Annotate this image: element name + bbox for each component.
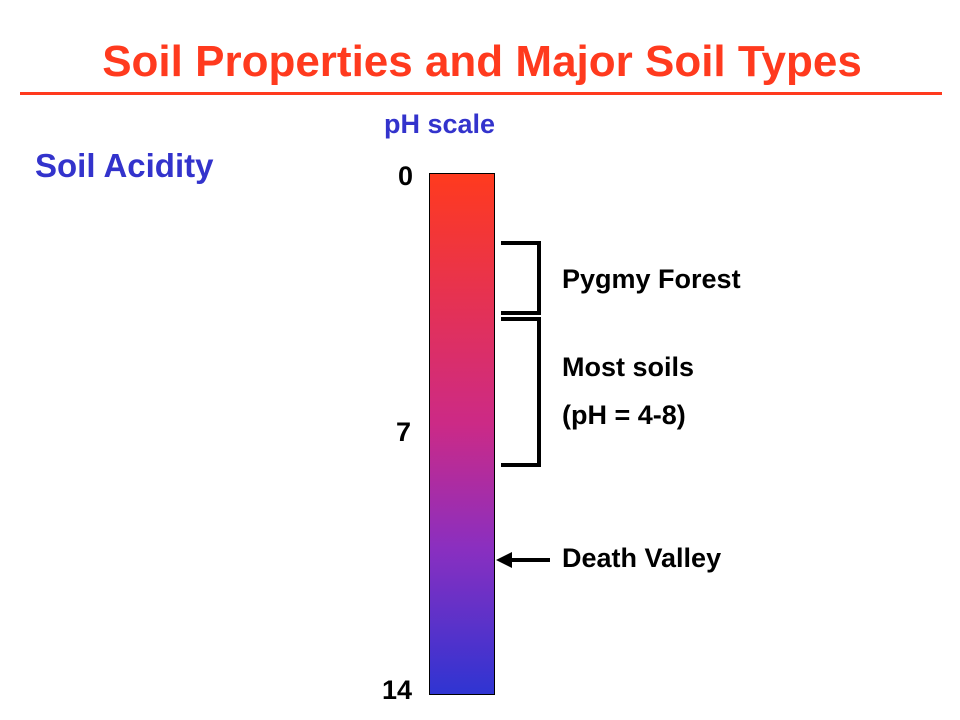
annotation-pygmy-forest: Pygmy Forest [562,264,741,294]
tick-label-7: 7 [396,417,412,447]
most-soils-bracket [501,317,541,467]
scale-label: pH scale [384,109,496,139]
death-valley-arrow-icon [496,552,550,568]
pygmy-forest-bracket [501,241,541,315]
annotation-most-soils: Most soils [562,352,695,382]
slide-title: Soil Properties and Major Soil Types [102,37,862,86]
ph-gradient-bar [429,173,495,695]
tick-label-0: 0 [398,161,414,191]
section-label: Soil Acidity [35,147,214,184]
tick-label-14: 14 [382,675,413,705]
title-underline [20,92,942,95]
annotation-death-valley: Death Valley [562,543,722,573]
annotation-most-soils-range: (pH = 4-8) [562,400,686,430]
